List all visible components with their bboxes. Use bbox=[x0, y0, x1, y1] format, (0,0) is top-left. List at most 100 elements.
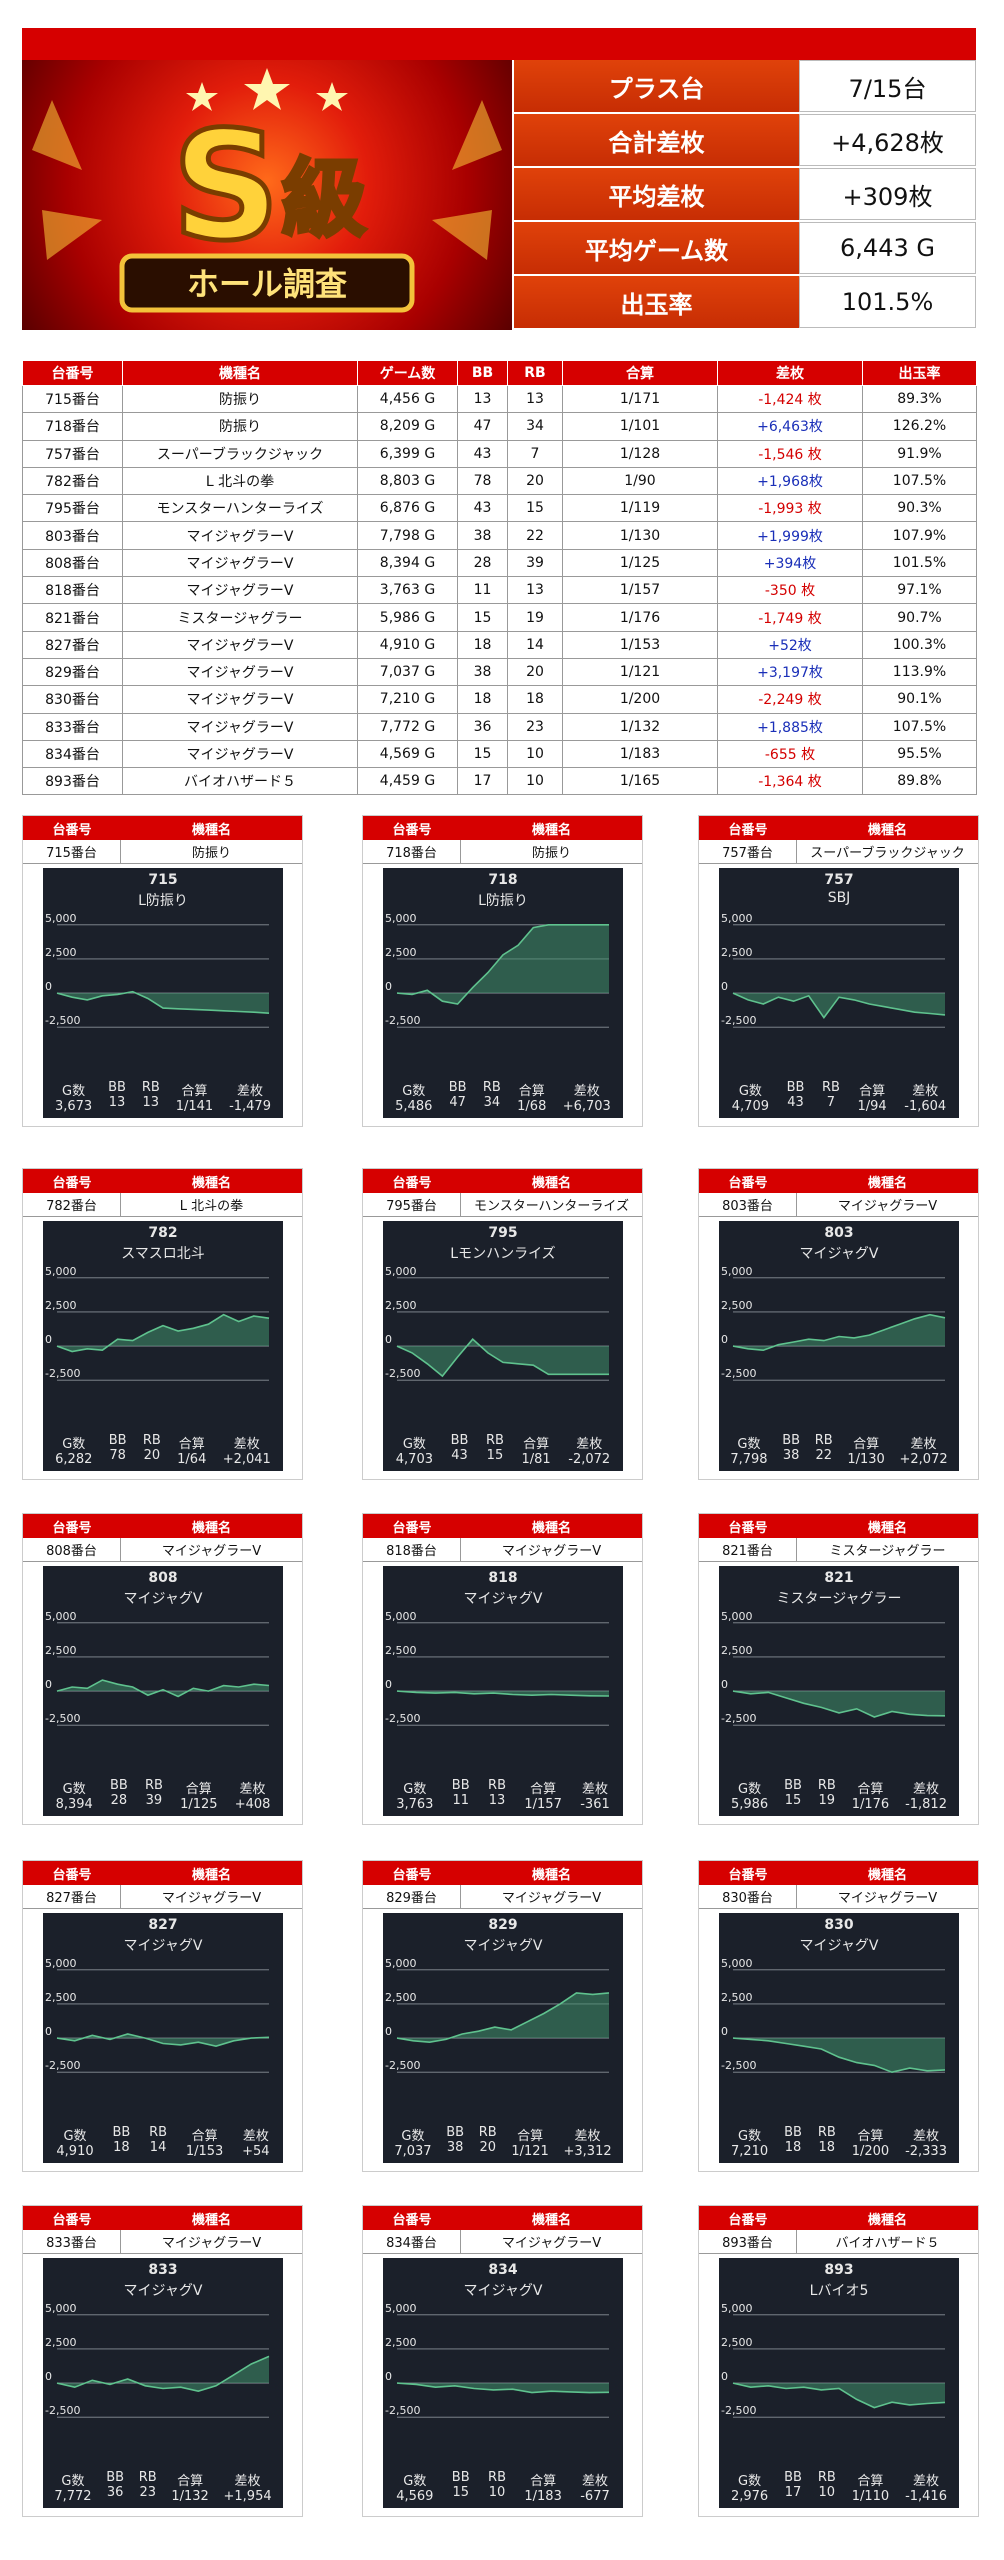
machine-number: 829番台 bbox=[363, 1885, 461, 1908]
chart-stats: G数 3,763 BB 11 RB 13 合算 1/157 差枚 -361 bbox=[387, 1778, 619, 1812]
card-header-number-label: 台番号 bbox=[23, 816, 121, 840]
y-tick-label: 2,500 bbox=[721, 1991, 753, 2004]
stat-label: RB bbox=[488, 1778, 506, 1793]
stat-label: 合算 bbox=[177, 2474, 204, 2489]
table-cell: 808番台 bbox=[22, 548, 123, 578]
table-cell: -1,364 枚 bbox=[717, 767, 863, 796]
slump-graph: 5,000 2,500 0 -2,500 bbox=[385, 2302, 610, 2418]
series-area bbox=[397, 924, 609, 1004]
chart-stats: G数 6,282 BB 78 RB 20 合算 1/64 差枚 +2,041 bbox=[47, 1433, 279, 1467]
stat-label: G数 bbox=[63, 2129, 87, 2144]
stat-label: BB bbox=[108, 1433, 127, 1448]
table-row: 715番台 防振り 4,456 G 13 13 1/171 -1,424 枚 89.3% bbox=[22, 384, 977, 414]
series-area bbox=[57, 2356, 269, 2392]
table-cell: -655 枚 bbox=[717, 739, 863, 769]
stat-rb: RB 14 bbox=[149, 2125, 167, 2159]
card-header-number-label: 台番号 bbox=[363, 1169, 461, 1193]
table-cell: 7,798 G bbox=[357, 521, 458, 550]
stat-label: 合算 bbox=[859, 1084, 886, 1099]
stat-value: 1/176 bbox=[851, 1797, 890, 1812]
machine-chart-card: 台番号 機種名 757番台 スーパーブラックジャック 757 SBJ 5,000 2,500 0… bbox=[698, 815, 979, 1127]
y-tick-label: 2,500 bbox=[721, 1299, 753, 1312]
machine-number: 803番台 bbox=[699, 1193, 797, 1216]
table-cell: 20 bbox=[507, 657, 563, 687]
table-cell: 1/90 bbox=[562, 466, 718, 496]
table-cell: +1,968枚 bbox=[717, 466, 863, 496]
stat-label: G数 bbox=[401, 2129, 425, 2144]
stat-label: 差枚 bbox=[913, 1782, 940, 1797]
table-cell: 4,456 G bbox=[357, 384, 458, 414]
stat-value: 1/132 bbox=[171, 2489, 209, 2504]
stat-average-games: 平均ゲーム数 6,443 G bbox=[514, 222, 976, 276]
table-cell: 107.5% bbox=[862, 466, 977, 496]
machine-name: マイジャグラーV bbox=[501, 2236, 602, 2251]
stat-value: 23 bbox=[139, 2485, 156, 2500]
chart-stats: G数 5,486 BB 47 RB 34 合算 1/68 差枚 +6,703 bbox=[387, 1080, 619, 1114]
table-cell: 1/171 bbox=[562, 384, 718, 414]
card-header-name-label: 機種名 bbox=[461, 1861, 642, 1885]
stat-value: -677 bbox=[580, 2489, 610, 2504]
stat-label: G数 bbox=[402, 1084, 426, 1099]
slump-graph: 5,000 2,500 0 -2,500 bbox=[385, 912, 609, 1028]
table-cell: 833番台 bbox=[22, 712, 123, 741]
chart-panel: 715 L防振り 5,000 2,500 0 -2,500 G数 3,673 BB 13 RB 13 合… bbox=[43, 868, 283, 1118]
card-header: 台番号 機種名 bbox=[699, 816, 978, 840]
stat-total-diff: 合計差枚 +4,628枚 bbox=[514, 114, 976, 168]
stat-label: 合算 bbox=[185, 1782, 212, 1797]
stat-value: 1/157 bbox=[524, 1797, 562, 1812]
machine-name: マイジャグラーV bbox=[837, 1891, 938, 1906]
s-rank-emblem: S 級 ホール調査 bbox=[32, 68, 502, 313]
chart-subtitle: Lモンハンライズ bbox=[450, 1246, 556, 1262]
stat-label: 差枚 bbox=[913, 2129, 940, 2144]
stat-value: 11 bbox=[452, 1793, 469, 1808]
stat-value: 1/64 bbox=[177, 1452, 207, 1467]
stat-bb: BB 36 bbox=[106, 2470, 124, 2504]
slump-graph: 5,000 2,500 0 -2,500 bbox=[721, 1610, 946, 1726]
stat-label: BB bbox=[784, 2470, 802, 2485]
stat-label: BB bbox=[112, 2125, 131, 2140]
stat-value: +2,041 bbox=[222, 1452, 271, 1467]
stat-value: 4,569 bbox=[396, 2489, 434, 2504]
machine-name: マイジャグラーV bbox=[501, 1891, 602, 1906]
chart-panel: 893 Lバイオ5 5,000 2,500 0 -2,500 G数 2,976 BB 17 RB 10… bbox=[719, 2258, 959, 2508]
table-cell: +1,999枚 bbox=[717, 521, 863, 550]
series-line bbox=[396, 923, 609, 1005]
table-cell: 11 bbox=[457, 576, 508, 605]
table-cell: 18 bbox=[457, 630, 508, 659]
stat-value: 7,037 bbox=[394, 2144, 432, 2159]
stat-value: 7,798 bbox=[730, 1452, 768, 1467]
card-header-name-label: 機種名 bbox=[121, 2206, 302, 2230]
stat-label: RB bbox=[817, 2125, 836, 2140]
table-cell: 13 bbox=[457, 384, 508, 414]
table-cell: 23 bbox=[507, 712, 563, 741]
stat-diff: 差枚 +408 bbox=[235, 1778, 271, 1812]
card-info-row: 757番台 スーパーブラックジャック bbox=[699, 840, 978, 864]
stat-rb: RB 34 bbox=[483, 1080, 501, 1114]
table-cell: マイジャグラーV bbox=[122, 712, 358, 741]
table-cell: 13 bbox=[507, 384, 563, 414]
table-cell: +1,885枚 bbox=[717, 712, 863, 741]
machine-number: 808番台 bbox=[23, 1538, 121, 1561]
y-tick-label: -2,500 bbox=[45, 1367, 80, 1380]
chart-subtitle: SBJ bbox=[827, 890, 851, 906]
table-cell: 8,209 G bbox=[357, 412, 458, 441]
stat-value: -1,416 bbox=[905, 2489, 947, 2504]
stat-label: 合算 bbox=[530, 1782, 557, 1797]
y-tick-label: 2,500 bbox=[45, 2336, 77, 2349]
table-cell: 8,803 G bbox=[357, 466, 458, 496]
stat-value: +6,703 bbox=[562, 1099, 611, 1114]
stat-label: BB bbox=[109, 1778, 128, 1793]
stat-g: G数 8,394 bbox=[56, 1778, 93, 1812]
series-line bbox=[732, 2037, 946, 2074]
machine-number: 893番台 bbox=[699, 2230, 797, 2253]
table-cell: 1/200 bbox=[562, 685, 718, 714]
machine-name: ミスタージャグラー bbox=[829, 1544, 946, 1559]
y-tick-label: -2,500 bbox=[45, 2404, 80, 2417]
stat-g: G数 7,037 bbox=[394, 2125, 431, 2159]
stat-diff: 差枚 -2,072 bbox=[568, 1433, 610, 1467]
stat-label: RB bbox=[488, 2470, 506, 2485]
chart-title: 834 bbox=[488, 2262, 518, 2278]
stat-label: G数 bbox=[737, 1437, 761, 1452]
table-cell: 1/165 bbox=[562, 767, 718, 796]
table-row: 829番台 マイジャグラーV 7,037 G 38 20 1/121 +3,197枚 113.… bbox=[22, 657, 977, 687]
